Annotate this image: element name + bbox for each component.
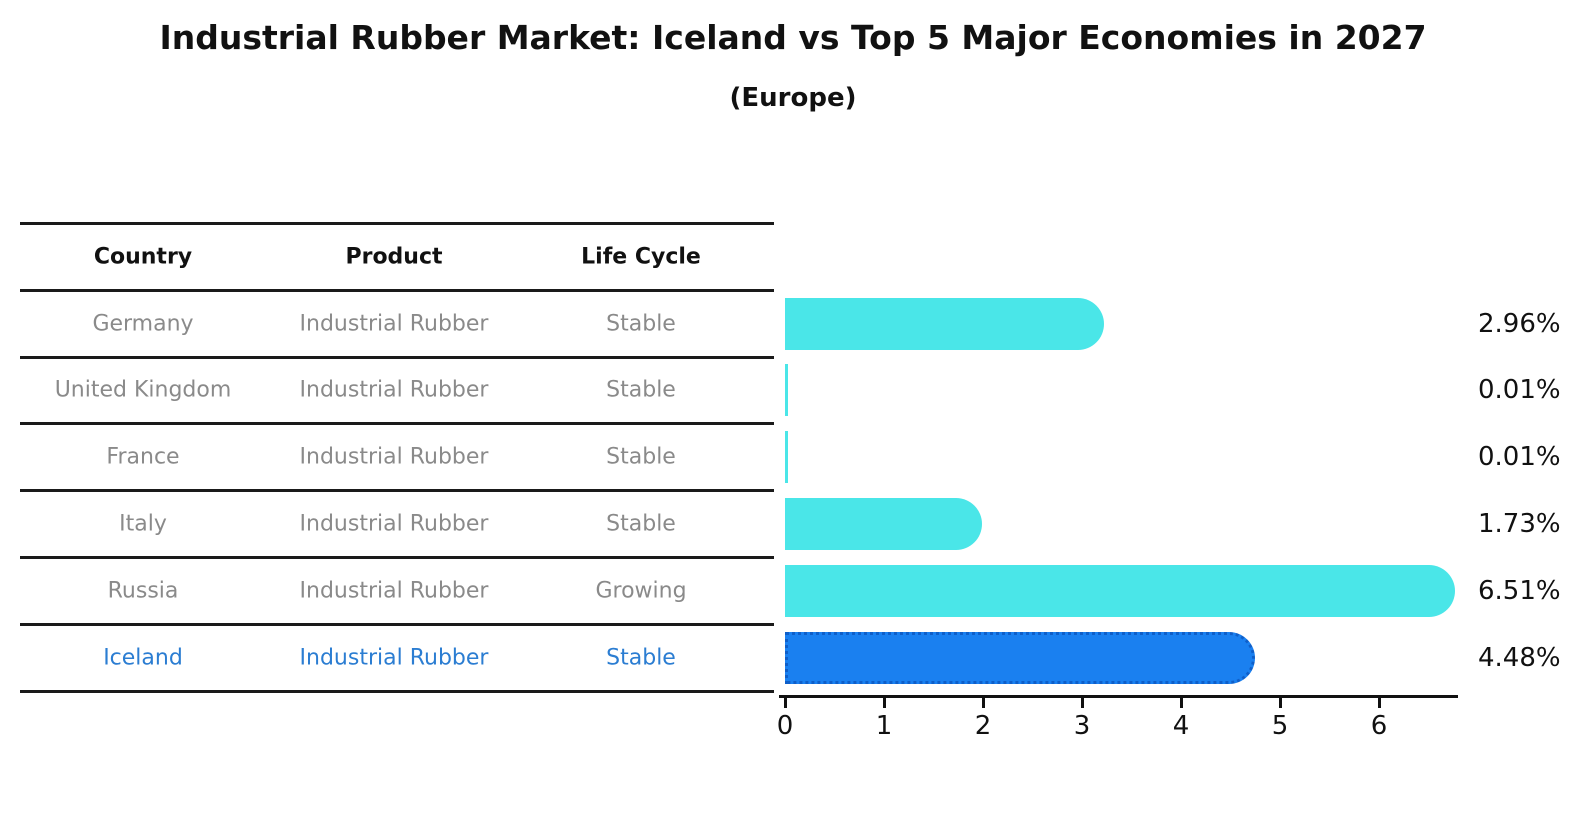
bar-value-label: 4.48% <box>1478 642 1561 673</box>
y-axis-tick-4 <box>758 488 774 492</box>
x-axis-tick-label-2: 2 <box>974 711 992 741</box>
table-rule-5 <box>20 556 763 559</box>
x-axis-tick-label-5: 5 <box>1271 711 1289 741</box>
table-cell-product: Industrial Rubber <box>299 578 489 603</box>
x-axis-tick-label-6: 6 <box>1370 711 1388 741</box>
x-axis-tick-0 <box>783 698 787 708</box>
bar-value-label: 0.01% <box>1478 375 1561 405</box>
chart-subtitle: (Europe) <box>729 83 857 113</box>
table-cell-product: Industrial Rubber <box>299 511 489 536</box>
bar-germany <box>785 297 1105 350</box>
y-axis-tick-0 <box>758 221 774 225</box>
x-axis-line <box>779 695 1458 698</box>
table-rule-0 <box>20 222 763 225</box>
table-cell-life_cycle: Stable <box>606 645 676 670</box>
y-axis-tick-6 <box>758 622 774 626</box>
table-cell-product: Industrial Rubber <box>299 444 489 469</box>
y-axis-tick-1 <box>758 288 774 292</box>
table-cell-product: Industrial Rubber <box>299 377 489 403</box>
table-rule-2 <box>20 356 763 359</box>
table-rule-3 <box>20 422 763 425</box>
bar-italy <box>785 497 983 550</box>
table-rule-6 <box>20 623 763 626</box>
table-cell-country: United Kingdom <box>54 377 232 403</box>
table-cell-life_cycle: Stable <box>606 444 676 469</box>
y-axis-tick-5 <box>758 555 774 559</box>
table-cell-life_cycle: Stable <box>606 311 676 336</box>
y-axis-tick-2 <box>758 355 774 359</box>
x-axis-tick-label-4: 4 <box>1172 711 1190 741</box>
bar-united-kingdom <box>785 364 788 416</box>
bar-value-label: 6.51% <box>1478 575 1561 606</box>
bar-france <box>785 430 788 483</box>
table-header-product: Product <box>345 244 443 269</box>
bar-value-label: 1.73% <box>1478 508 1561 539</box>
table-cell-life_cycle: Growing <box>595 578 687 603</box>
bar-russia <box>785 564 1456 617</box>
y-axis-tick-7 <box>758 689 774 693</box>
x-axis-tick-3 <box>1080 698 1084 708</box>
table-cell-life_cycle: Stable <box>606 511 676 536</box>
table-cell-country: Iceland <box>103 645 183 670</box>
bar-value-label: 2.96% <box>1478 308 1561 339</box>
table-cell-life_cycle: Stable <box>606 377 676 403</box>
x-axis-tick-label-1: 1 <box>875 711 893 741</box>
x-axis-tick-6 <box>1377 698 1381 708</box>
table-cell-country: Russia <box>107 578 179 603</box>
bar-value-label: 0.01% <box>1478 441 1561 472</box>
bar-iceland <box>785 631 1255 684</box>
chart-title: Industrial Rubber Market: Iceland vs Top… <box>159 18 1427 57</box>
table-cell-country: Italy <box>119 511 167 536</box>
x-axis-tick-1 <box>882 698 886 708</box>
table-cell-country: France <box>106 444 180 469</box>
table-cell-country: Germany <box>92 311 194 336</box>
y-axis-tick-3 <box>758 421 774 425</box>
table-header-life-cycle: Life Cycle <box>581 244 701 269</box>
table-rule-4 <box>20 489 763 492</box>
table-rule-7 <box>20 690 763 693</box>
x-axis-tick-4 <box>1179 698 1183 708</box>
x-axis-tick-label-3: 3 <box>1073 711 1091 741</box>
x-axis-tick-label-0: 0 <box>776 711 794 741</box>
table-cell-product: Industrial Rubber <box>299 645 489 670</box>
table-header-country: Country <box>93 244 193 269</box>
x-axis-tick-2 <box>981 698 985 708</box>
x-axis-tick-5 <box>1278 698 1282 708</box>
table-rule-1 <box>20 289 763 292</box>
table-cell-product: Industrial Rubber <box>299 311 489 336</box>
